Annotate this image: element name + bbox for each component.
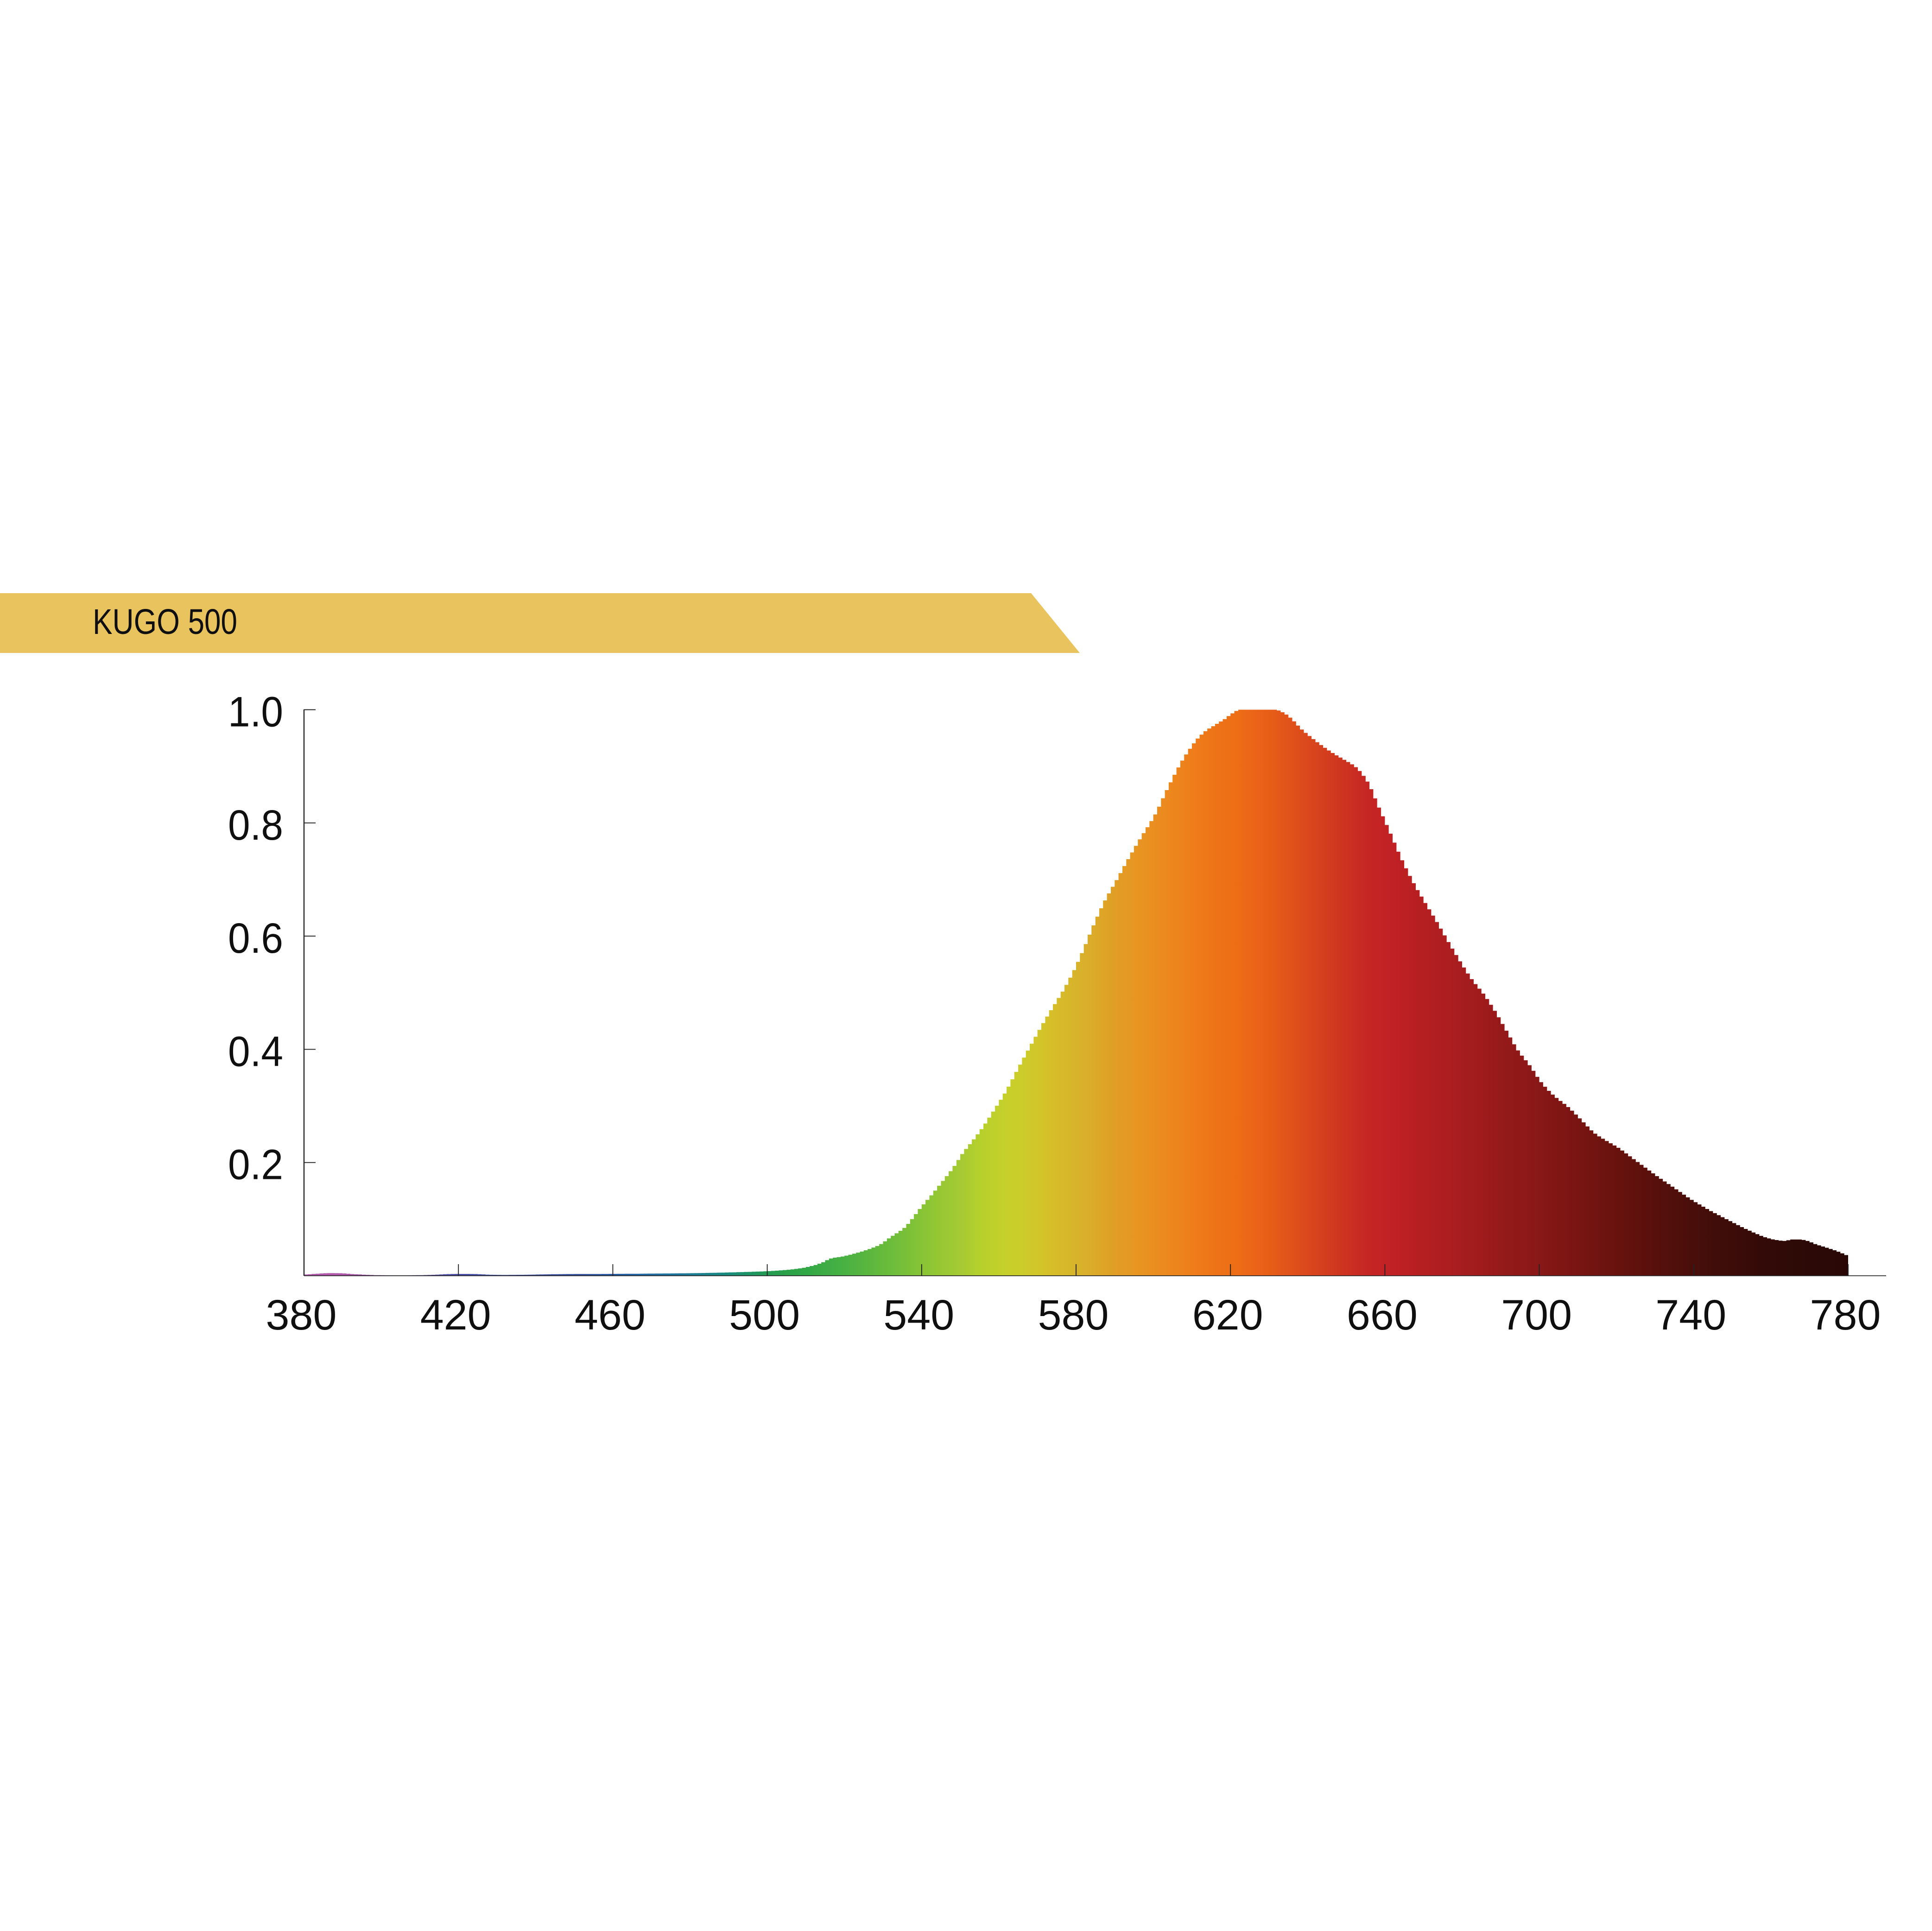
svg-text:700: 700 [1501, 1292, 1572, 1339]
svg-text:1.0: 1.0 [228, 689, 283, 736]
svg-text:0.8: 0.8 [228, 802, 283, 849]
svg-text:540: 540 [883, 1292, 954, 1339]
svg-text:580: 580 [1038, 1292, 1109, 1339]
svg-text:KUGO 500: KUGO 500 [93, 602, 237, 642]
svg-text:0.2: 0.2 [228, 1141, 283, 1189]
svg-text:0.4: 0.4 [228, 1028, 283, 1075]
svg-text:460: 460 [575, 1292, 646, 1339]
svg-text:780: 780 [1810, 1292, 1881, 1339]
svg-text:380: 380 [266, 1292, 337, 1339]
svg-text:740: 740 [1655, 1292, 1726, 1339]
svg-text:420: 420 [420, 1292, 491, 1339]
svg-text:620: 620 [1192, 1292, 1263, 1339]
svg-text:500: 500 [729, 1292, 800, 1339]
svg-text:0.6: 0.6 [228, 915, 283, 962]
svg-text:660: 660 [1347, 1292, 1418, 1339]
